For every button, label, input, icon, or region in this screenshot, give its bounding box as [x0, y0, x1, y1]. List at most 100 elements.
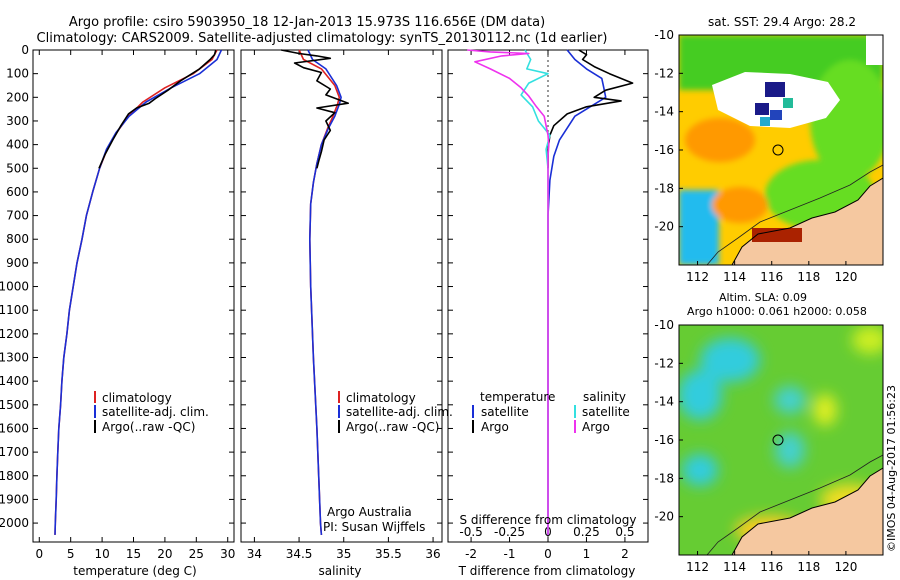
s-tick-label: 0.25	[573, 525, 600, 539]
y-tick-label: 900	[6, 256, 29, 270]
y-tick-label: 200	[6, 90, 29, 104]
y-tick-label: 1100	[0, 303, 29, 317]
sst-map-axes: 112 114 116 118 120 -10 -12 -14 -16 -18 -20	[654, 28, 857, 284]
s-tick-label: -0.25	[494, 525, 525, 539]
series-line-temperature-satellite	[547, 49, 607, 535]
sla-yellow-2	[852, 326, 883, 354]
sla-cyan-3	[774, 386, 806, 414]
diff-legend-sal-satellite: satellite	[582, 405, 630, 419]
series-line-satellite-adj-clim-	[307, 49, 342, 535]
credit-line-2: PI: Susan Wijffels	[323, 520, 425, 534]
sla-map-subtitle: Argo h1000: 0.061 h2000: 0.058	[687, 305, 867, 318]
sst-land	[732, 178, 883, 265]
sst-pixel-5	[760, 117, 770, 126]
sla-float-marker	[772, 434, 784, 446]
difference-xlabel-top: S difference from climatology	[460, 513, 637, 527]
sst-orange-patch-2	[712, 187, 768, 223]
sst-float-marker	[772, 144, 784, 156]
difference-xlabel: T difference from climatology	[458, 564, 636, 578]
series-line-climatology	[298, 49, 341, 535]
legend-label-climatology: climatology	[346, 391, 416, 405]
x-tick-label: 1	[583, 547, 591, 561]
sla-map-axes: 112 114 116 118 120 -10 -12 -14 -16 -18 -20	[654, 318, 857, 574]
y-tick-label: 1800	[0, 469, 29, 483]
y-tick-label: 500	[6, 161, 29, 175]
map-x-tick-label: 120	[834, 270, 857, 284]
map-x-tick-label: 114	[723, 560, 746, 574]
y-tick-label: 2000	[0, 516, 29, 530]
legend-label-satellite: satellite-adj. clim.	[102, 405, 209, 419]
x-tick-label: 35	[336, 547, 351, 561]
sst-map	[679, 35, 883, 265]
map-y-tick-label: -20	[654, 510, 674, 524]
sla-isobath	[706, 454, 883, 555]
series-line-salinity-argo	[467, 49, 550, 535]
legend-label-argo: Argo(..raw -QC)	[346, 420, 439, 434]
sst-pixel-2	[755, 103, 769, 115]
legend-label-climatology: climatology	[102, 391, 172, 405]
diff-legend-salinity: salinity	[583, 390, 626, 404]
map-y-tick-label: -16	[654, 433, 674, 447]
x-tick-label: 30	[220, 547, 235, 561]
map-y-tick-label: -12	[654, 356, 674, 370]
series-line-argo-raw-qc-	[281, 49, 350, 169]
s-tick-label: 0.5	[615, 525, 634, 539]
header-line-1: Argo profile: csiro 5903950_18 12-Jan-20…	[69, 15, 545, 30]
sla-cyan-2	[679, 370, 722, 420]
map-x-tick-label: 116	[760, 560, 783, 574]
x-tick-label: 10	[94, 547, 109, 561]
map-x-tick-label: 116	[760, 270, 783, 284]
legend-label-satellite: satellite-adj. clim.	[346, 405, 453, 419]
diff-legend-temperature: temperature	[480, 390, 555, 404]
salinity-legend: climatology satellite-adj. clim. Argo(..…	[338, 391, 453, 434]
sla-coastline	[731, 467, 883, 555]
y-tick-label: 300	[6, 114, 29, 128]
s-tick-label: -0.5	[459, 525, 482, 539]
y-tick-label: 1700	[0, 445, 29, 459]
sst-coastline	[731, 177, 883, 265]
series-line-climatology	[54, 49, 218, 535]
map-y-tick-label: -18	[654, 181, 674, 195]
sst-nodata-region	[712, 72, 840, 128]
map-y-tick-label: -20	[654, 220, 674, 234]
x-tick-label: -1	[504, 547, 516, 561]
sst-pixel-1	[765, 82, 785, 97]
series-line-temperature-argo	[547, 49, 634, 169]
imos-stamp: ©IMOS 04-Aug-2017 01:56:23	[885, 385, 898, 552]
series-line-argo-raw-qc-	[98, 49, 217, 169]
map-x-tick-label: 120	[834, 560, 857, 574]
map-y-tick-label: -10	[654, 28, 674, 42]
y-tick-label: 1900	[0, 492, 29, 506]
sla-cyan-4	[682, 454, 718, 486]
header-line-2: Climatology: CARS2009. Satellite-adjuste…	[37, 31, 608, 46]
series-layer	[54, 49, 634, 535]
x-tick-label: 0	[544, 547, 552, 561]
y-tick-label: 800	[6, 232, 29, 246]
map-y-tick-label: -14	[654, 395, 674, 409]
map-y-tick-label: -10	[654, 318, 674, 332]
x-tick-label: 35.5	[375, 547, 402, 561]
y-tick-label: 0	[21, 43, 29, 57]
map-x-tick-label: 118	[797, 560, 820, 574]
sst-pixel-4	[783, 98, 793, 108]
map-x-tick-label: 118	[797, 270, 820, 284]
series-line-satellite-adj-clim-	[54, 49, 223, 535]
y-tick-label: 1400	[0, 374, 29, 388]
map-y-tick-label: -14	[654, 105, 674, 119]
sla-land	[732, 468, 883, 555]
map-x-tick-label: 112	[686, 560, 709, 574]
temperature-legend: climatology satellite-adj. clim. Argo(..…	[94, 391, 209, 434]
y-tick-label: 1600	[0, 421, 29, 435]
x-tick-label: 5	[67, 547, 75, 561]
x-tick-label: 2	[621, 547, 629, 561]
diff-legend-sal-argo: Argo	[582, 420, 610, 434]
y-tick-label: 1200	[0, 327, 29, 341]
x-tick-label: 25	[189, 547, 204, 561]
diff-legend-temp-satellite: satellite	[481, 405, 529, 419]
x-tick-label: 36	[425, 547, 440, 561]
sst-warm-coast	[752, 228, 802, 242]
diff-legend-temp-argo: Argo	[481, 420, 509, 434]
sst-nodata-east	[866, 35, 883, 65]
x-tick-label: 15	[126, 547, 141, 561]
